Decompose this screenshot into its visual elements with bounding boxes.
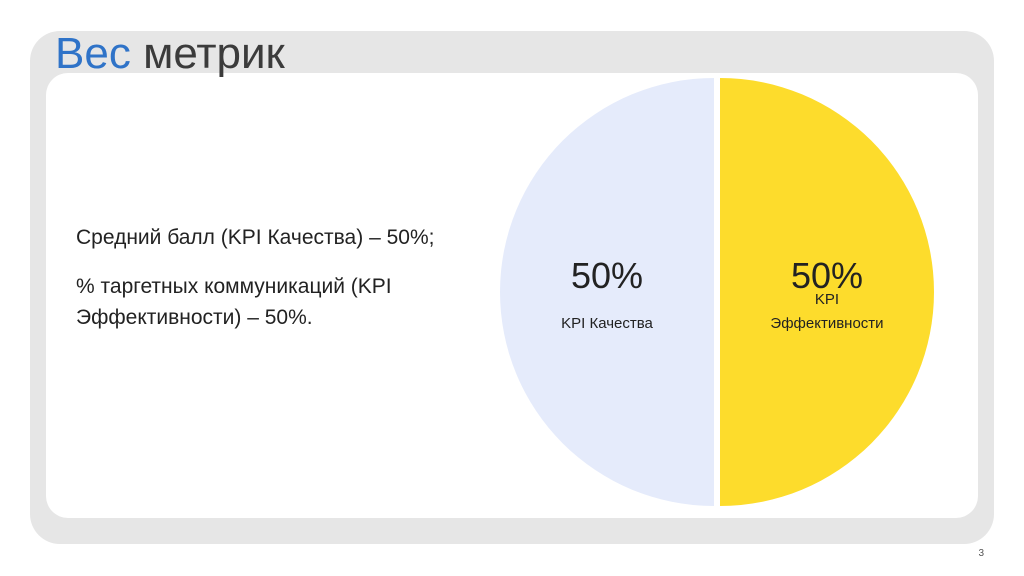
pie-slice-quality (500, 78, 714, 506)
slice-category-label-efficiency: KPI Эффективности (770, 291, 883, 332)
bullet-quality: Средний балл (KPI Качества) – 50%; (76, 226, 435, 249)
metric-description: Средний балл (KPI Качества) – 50%; % тар… (76, 222, 496, 351)
title-accent: Вес (55, 29, 131, 78)
slide-title: Вес метрик (55, 30, 285, 78)
pie-slice-efficiency (720, 78, 934, 506)
title-rest: метрик (143, 29, 285, 78)
slice-value-label-efficiency: 50% (791, 255, 863, 296)
bullet-efficiency: % таргетных коммуникаций (KPI Эффективно… (76, 275, 392, 329)
slice-value-label-quality: 50% (571, 255, 643, 296)
page-number: 3 (978, 548, 984, 559)
pie-slices (500, 78, 934, 506)
slice-category-label-quality: KPI Качества (561, 315, 653, 332)
